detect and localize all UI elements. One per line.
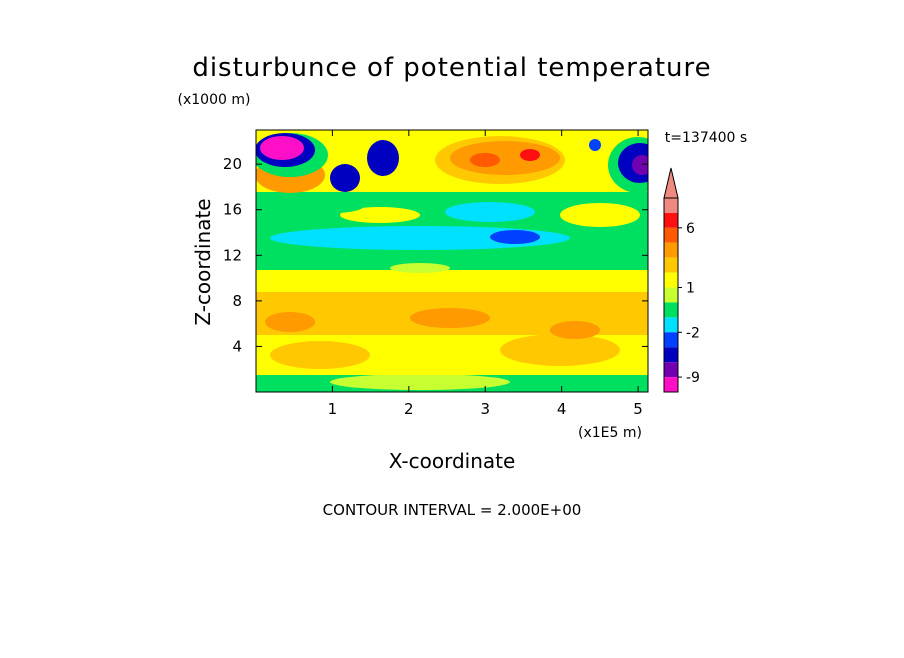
colorbar-segment (664, 242, 678, 258)
colorbar-segment (664, 198, 678, 213)
colorbar-segment (664, 227, 678, 243)
y-tick-label: 12 (223, 246, 242, 264)
colorbar-segment (664, 377, 678, 392)
colorbar-segment (664, 347, 678, 363)
x-tick-label: 5 (633, 400, 643, 418)
x-tick-label: 3 (480, 400, 490, 418)
x-axis-label: X-coordinate (389, 449, 516, 473)
y-axis-label: Z-coordinate (191, 198, 215, 325)
y-unit: (x1000 m) (178, 92, 251, 108)
x-tick-label: 2 (404, 400, 414, 418)
plot-frame (255, 129, 649, 393)
colorbar-segment (664, 302, 678, 318)
colorbar-segment (664, 317, 678, 333)
colorbar-segment (664, 272, 678, 288)
colorbar-arrow (663, 167, 679, 199)
colorbar-frame (663, 197, 679, 393)
x-unit: (x1E5 m) (578, 425, 642, 441)
colorbar-segment (664, 257, 678, 273)
chart-title: disturbunce of potential temperature (192, 53, 711, 83)
contour-field (256, 130, 648, 392)
colorbar-segment (664, 212, 678, 228)
colorbar-label: -2 (686, 325, 700, 341)
y-tick-label: 16 (223, 201, 242, 219)
x-tick-label: 4 (557, 400, 567, 418)
colorbar-segment (664, 362, 678, 378)
y-tick-label: 8 (232, 292, 242, 310)
footer: CONTOUR INTERVAL = 2.000E+00 (323, 501, 582, 519)
colorbar-label: 6 (686, 221, 695, 237)
y-tick-label: 20 (223, 155, 242, 173)
time-label: t=137400 s (665, 130, 747, 146)
x-tick-label: 1 (328, 400, 338, 418)
y-tick-label: 4 (232, 337, 242, 355)
colorbar-segment (664, 287, 678, 303)
colorbar-label: -9 (686, 370, 700, 386)
colorbar-segment (664, 332, 678, 348)
colorbar-label: 1 (686, 281, 695, 297)
